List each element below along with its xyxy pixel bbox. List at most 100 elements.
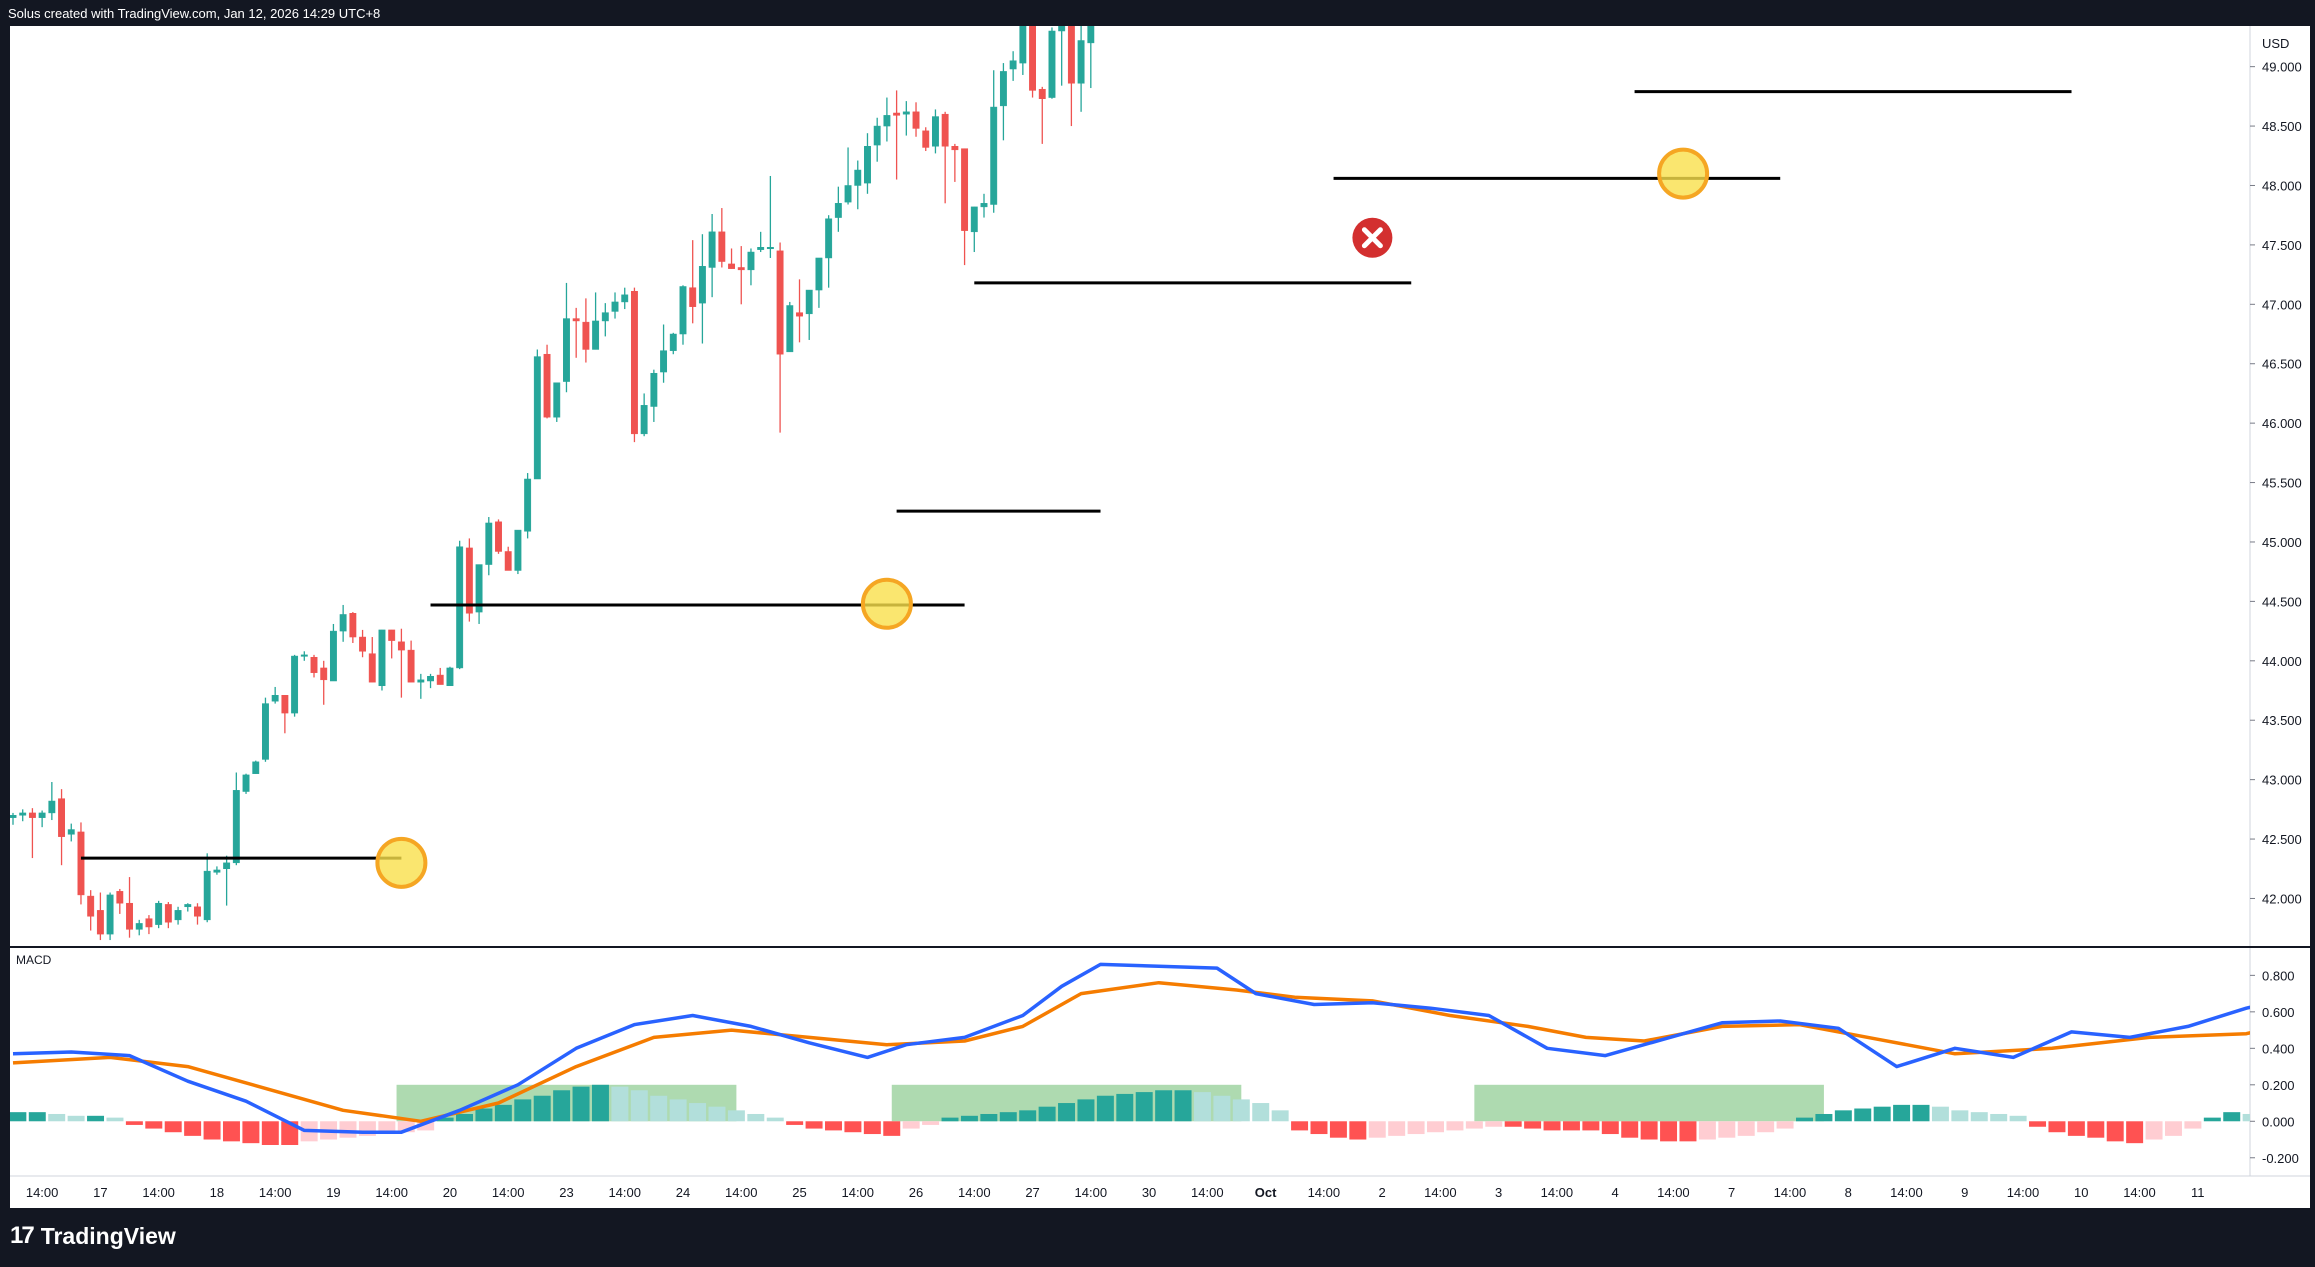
candle-down	[388, 629, 396, 641]
candle-down	[164, 904, 172, 923]
macd-histogram-bar	[2087, 1121, 2105, 1138]
macd-histogram-bar	[184, 1121, 202, 1136]
macd-histogram-bar	[844, 1121, 862, 1133]
time-tick-label: 14:00	[1191, 1185, 1224, 1200]
tradingview-logo[interactable]: 17 TradingView	[10, 1222, 176, 1250]
macd-histogram-bar	[2223, 1112, 2241, 1122]
macd-histogram-bar	[1291, 1121, 1309, 1131]
candle-up	[679, 286, 687, 335]
macd-histogram-bar	[1660, 1121, 1678, 1142]
macd-histogram-bar	[611, 1086, 629, 1122]
price-tick-label: 45.000	[2262, 535, 2302, 550]
macd-histogram-bar	[1737, 1121, 1755, 1136]
macd-histogram-bar	[630, 1090, 648, 1122]
macd-histogram-bar	[1096, 1095, 1114, 1122]
date-tick-label: 17	[93, 1185, 107, 1200]
date-tick-label: 3	[1495, 1185, 1502, 1200]
date-tick-label: 11	[2191, 1185, 2205, 1200]
macd-histogram-bar	[222, 1121, 240, 1142]
price-tick-label: 42.000	[2262, 891, 2302, 906]
candle-up	[48, 800, 56, 814]
candle-down	[349, 613, 357, 638]
macd-histogram-bar	[1873, 1106, 1891, 1122]
candle-up	[621, 294, 629, 303]
price-pane	[10, 26, 2250, 946]
time-tick-label: 14:00	[1541, 1185, 1574, 1200]
candle-up	[475, 564, 483, 613]
candle-up	[1087, 26, 1095, 44]
breakout-marker-circle	[1657, 147, 1710, 200]
macd-histogram-bar	[650, 1095, 668, 1122]
macd-histogram-bar	[28, 1112, 46, 1122]
candle-down	[116, 891, 124, 904]
price-tick-label: 45.500	[2262, 476, 2302, 491]
cross-icon-mark	[1361, 227, 1383, 249]
candle-up	[38, 812, 46, 818]
candle-up	[300, 654, 308, 657]
macd-histogram-bar	[1485, 1121, 1503, 1127]
candle-up	[757, 247, 765, 250]
macd-histogram-bar	[2184, 1121, 2202, 1129]
macd-histogram-bar	[2242, 1113, 2250, 1122]
date-tick-label: 20	[443, 1185, 457, 1200]
macd-histogram-bar	[941, 1117, 959, 1122]
macd-histogram-bar	[1854, 1108, 1872, 1122]
candle-down	[28, 812, 36, 818]
macd-histogram-bar	[1038, 1106, 1056, 1122]
candle-up	[854, 169, 862, 186]
macd-histogram-bar	[902, 1121, 920, 1129]
macd-histogram-bar	[417, 1121, 435, 1131]
currency-label: USD	[2262, 36, 2289, 51]
macd-histogram-bar	[689, 1103, 707, 1122]
macd-histogram-bar	[1310, 1121, 1328, 1135]
chart-caption: Solus created with TradingView.com, Jan …	[8, 6, 381, 21]
candle-up	[873, 125, 881, 146]
macd-histogram-bar	[766, 1117, 784, 1122]
price-tick-label: 48.500	[2262, 119, 2302, 134]
macd-highlight-zone	[1474, 1084, 1824, 1122]
candle-up	[815, 257, 823, 291]
time-tick-label: 14:00	[1308, 1185, 1341, 1200]
candle-down	[320, 667, 328, 681]
macd-histogram-bar	[960, 1115, 978, 1122]
date-tick-label: 24	[676, 1185, 690, 1200]
macd-histogram-bar	[572, 1086, 590, 1122]
candle-up	[291, 655, 299, 714]
candle-up	[864, 146, 871, 184]
date-tick-label: Oct	[1255, 1185, 1277, 1200]
candle-down	[504, 551, 512, 571]
candle-up	[174, 910, 182, 921]
date-tick-label: 19	[326, 1185, 340, 1200]
macd-signal-line	[12, 980, 2250, 1124]
macd-histogram-bar	[1757, 1121, 1775, 1133]
macd-histogram-bar	[669, 1099, 687, 1122]
candle-up	[932, 116, 939, 147]
candle-up	[990, 106, 998, 205]
macd-histogram-bar	[2048, 1121, 2066, 1133]
candle-up	[242, 774, 250, 792]
price-tick-label: 46.000	[2262, 416, 2302, 431]
candle-down	[359, 636, 367, 652]
macd-histogram-bar	[1893, 1104, 1911, 1122]
macd-histogram-bar	[1543, 1121, 1561, 1131]
macd-histogram-bar	[1582, 1121, 1600, 1131]
candle-down	[368, 653, 376, 683]
time-tick-label: 14:00	[259, 1185, 292, 1200]
candle-up	[805, 289, 813, 315]
macd-histogram-bar	[1388, 1121, 1406, 1136]
candle-up	[378, 629, 386, 687]
time-tick-label: 14:00	[1890, 1185, 1923, 1200]
chart-area[interactable]: 42.000 42.500 43.000 43.500 44.000 44.500 45.0…	[0, 26, 2315, 1208]
time-tick-label: 14:00	[142, 1185, 175, 1200]
macd-histogram-bar	[456, 1113, 474, 1122]
price-plot	[10, 26, 2072, 941]
macd-histogram-bar	[2126, 1121, 2144, 1144]
macd-histogram-bar	[261, 1121, 279, 1145]
time-tick-label: 14:00	[1075, 1185, 1108, 1200]
candle-down	[397, 641, 405, 651]
macd-histogram-bar	[1213, 1095, 1231, 1122]
candle-down	[689, 287, 697, 307]
candle-up	[155, 902, 163, 925]
macd-histogram-bar	[922, 1121, 940, 1125]
macd-histogram-bar	[1407, 1121, 1425, 1135]
